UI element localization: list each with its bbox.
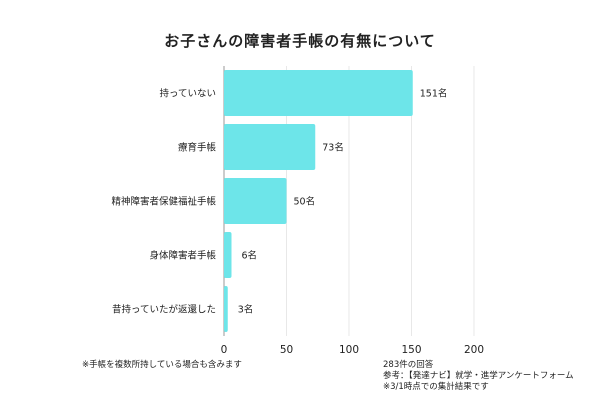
x-axis-ticks: 0 50 100 150 200	[221, 344, 484, 356]
footnote-right: 283件の回答 参考：【発達ナビ】就学・進学アンケートフォーム ※3/1時点での…	[383, 360, 574, 393]
category-label: 昔持っていたが返還した	[112, 304, 216, 316]
bar	[224, 286, 228, 332]
value-label: 151名	[420, 88, 448, 100]
value-label: 6名	[242, 250, 258, 262]
source-note: 参考：【発達ナビ】就学・進学アンケートフォーム	[383, 371, 574, 381]
response-count: 283件の回答	[383, 360, 434, 370]
tick-label: 50	[280, 344, 293, 356]
chart-title: お子さんの障害者手帳の有無について	[164, 32, 436, 50]
value-label: 50名	[294, 196, 316, 208]
bar	[224, 70, 413, 116]
value-label: 3名	[238, 304, 254, 316]
tick-label: 0	[221, 344, 228, 356]
category-label: 身体障害者手帳	[149, 250, 216, 262]
bar	[224, 178, 287, 224]
category-label: 持っていない	[159, 88, 216, 100]
tick-label: 150	[401, 344, 421, 356]
tick-label: 100	[339, 344, 359, 356]
bar	[224, 124, 316, 170]
category-label: 療育手帳	[178, 142, 217, 154]
footnote-left: ※手帳を複数所持している場合も含みます	[82, 360, 242, 370]
category-label: 精神障害者保健福祉手帳	[111, 196, 216, 208]
value-labels: 151名 73名 50名 6名 3名	[238, 88, 448, 316]
date-note: ※3/1時点での集計結果です	[383, 382, 489, 392]
value-label: 73名	[322, 142, 344, 154]
tick-label: 200	[464, 344, 484, 356]
bars	[224, 70, 413, 332]
bar	[224, 232, 232, 278]
